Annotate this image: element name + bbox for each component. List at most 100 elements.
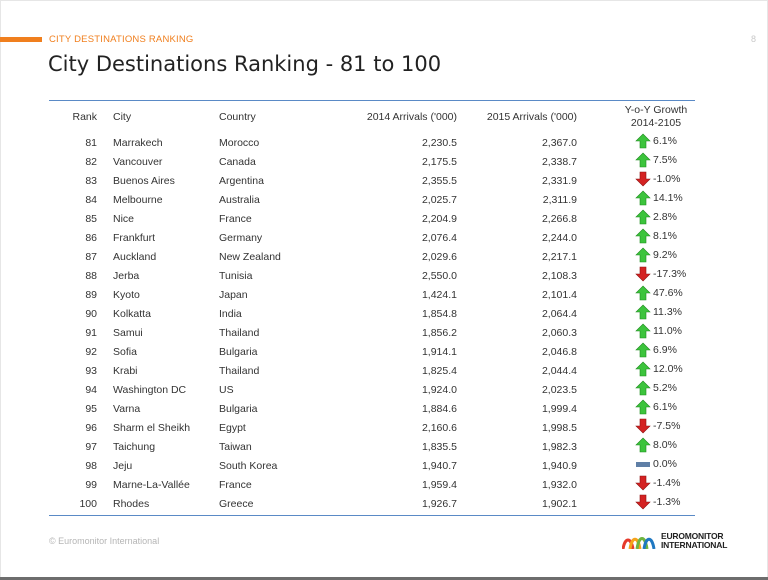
arrivals-2015-cell: 2,338.7: [541, 155, 577, 168]
city-cell: Vancouver: [113, 155, 163, 168]
city-cell: Rhodes: [113, 497, 150, 510]
growth-cell: -1.0%: [577, 171, 695, 190]
arrivals-2015-cell: 2,331.9: [541, 174, 577, 187]
growth-cell: 9.2%: [577, 247, 695, 266]
arrivals-2015-cell: 2,311.9: [542, 193, 577, 206]
arrivals-2014-cell: 2,025.7: [421, 193, 457, 206]
bottom-border: [0, 577, 768, 580]
growth-value: 0.0%: [653, 458, 677, 470]
city-cell: Kolkatta: [113, 307, 151, 320]
arrow-down-icon: [635, 418, 651, 434]
rank-cell: 92: [85, 345, 97, 358]
growth-value: 5.2%: [653, 382, 677, 394]
growth-indicator: 5.2%: [635, 380, 677, 396]
growth-cell: -17.3%: [577, 266, 695, 285]
growth-indicator: 47.6%: [635, 285, 683, 301]
table-body: 81 Marrakech Morocco 2,230.5 2,367.0 6.1% 82 Va…: [49, 133, 695, 513]
logo-arches-icon: [622, 536, 656, 549]
growth-cell: -7.5%: [577, 418, 695, 437]
growth-indicator: 8.0%: [635, 437, 677, 453]
growth-value: -7.5%: [653, 420, 681, 432]
growth-value: 6.9%: [653, 344, 677, 356]
country-cell: Argentina: [219, 174, 264, 187]
col-header-2015-arrivals: 2015 Arrivals ('000): [486, 111, 577, 123]
growth-cell: 7.5%: [577, 152, 695, 171]
growth-indicator: 14.1%: [635, 190, 683, 206]
growth-cell: 12.0%: [577, 361, 695, 380]
growth-indicator: 11.3%: [635, 304, 682, 320]
arrivals-2015-cell: 2,266.8: [541, 212, 577, 225]
city-cell: Sharm el Sheikh: [113, 421, 191, 434]
arrow-down-icon: [635, 494, 651, 510]
city-cell: Varna: [113, 402, 141, 415]
logo-text-line1: EUROMONITOR: [661, 531, 724, 541]
growth-indicator: 6.1%: [635, 133, 677, 149]
arrow-up-icon: [635, 323, 651, 339]
col-header-city: City: [113, 111, 132, 123]
city-cell: Marrakech: [113, 136, 163, 149]
logo-text-line2: INTERNATIONAL: [661, 539, 728, 550]
arrivals-2014-cell: 1,914.1: [421, 345, 457, 358]
growth-value: -17.3%: [653, 268, 687, 280]
col-header-2014-arrivals: 2014 Arrivals ('000): [366, 111, 457, 123]
growth-cell: -1.4%: [577, 475, 695, 494]
city-cell: Nice: [113, 212, 135, 225]
growth-indicator: 6.9%: [635, 342, 677, 358]
growth-indicator: 8.1%: [635, 228, 677, 244]
arrivals-2014-cell: 2,175.5: [421, 155, 457, 168]
arrivals-2014-cell: 1,835.5: [421, 440, 457, 453]
growth-value: 6.1%: [653, 135, 677, 147]
rank-cell: 94: [85, 383, 97, 396]
city-cell: Krabi: [113, 364, 138, 377]
rank-cell: 99: [85, 478, 97, 491]
arrivals-2014-cell: 2,355.5: [421, 174, 457, 187]
arrow-up-icon: [635, 361, 651, 377]
arrivals-2015-cell: 2,244.0: [541, 231, 577, 244]
rank-cell: 81: [85, 136, 97, 149]
growth-cell: 8.1%: [577, 228, 695, 247]
growth-value: 2.8%: [653, 211, 677, 223]
arrivals-2014-cell: 2,076.4: [421, 231, 457, 244]
table-row: 98 Jeju South Korea 1,940.7 1,940.9 0.0%: [49, 456, 695, 475]
arrow-down-icon: [635, 475, 651, 491]
growth-cell: -1.3%: [577, 494, 695, 513]
table-row: 84 Melbourne Australia 2,025.7 2,311.9 14.1%: [49, 190, 695, 209]
country-cell: Thailand: [219, 364, 260, 377]
arrivals-2015-cell: 1,932.0: [541, 478, 577, 491]
rank-cell: 95: [85, 402, 97, 415]
rank-cell: 83: [85, 174, 97, 187]
country-cell: Japan: [219, 288, 248, 301]
rank-cell: 98: [85, 459, 97, 472]
table-row: 97 Taichung Taiwan 1,835.5 1,982.3 8.0%: [49, 437, 695, 456]
euromonitor-logo: EUROMONITOR INTERNATIONAL: [622, 532, 727, 549]
growth-indicator: 0.0%: [635, 456, 677, 472]
growth-cell: 11.0%: [577, 323, 695, 342]
table-row: 100 Rhodes Greece 1,926.7 1,902.1 -1.3%: [49, 494, 695, 513]
arrow-up-icon: [635, 342, 651, 358]
arrivals-2014-cell: 2,204.9: [421, 212, 457, 225]
growth-value: 8.1%: [653, 230, 677, 242]
country-cell: France: [219, 212, 252, 225]
footer-copyright: © Euromonitor International: [49, 536, 160, 546]
growth-indicator: 2.8%: [635, 209, 677, 225]
arrivals-2014-cell: 1,884.6: [421, 402, 457, 415]
table-row: 90 Kolkatta India 1,854.8 2,064.4 11.3%: [49, 304, 695, 323]
city-cell: Taichung: [113, 440, 156, 453]
arrow-down-icon: [635, 171, 651, 187]
table-row: 96 Sharm el Sheikh Egypt 2,160.6 1,998.5 -7.5…: [49, 418, 695, 437]
country-cell: Thailand: [219, 326, 260, 339]
arrivals-2015-cell: 2,367.0: [541, 136, 577, 149]
country-cell: India: [219, 307, 242, 320]
arrivals-2014-cell: 2,550.0: [421, 269, 457, 282]
growth-value: 11.3%: [653, 306, 682, 318]
growth-cell: 5.2%: [577, 380, 695, 399]
arrow-up-icon: [635, 399, 651, 415]
table-row: 87 Auckland New Zealand 2,029.6 2,217.1 9.2%: [49, 247, 695, 266]
arrow-up-icon: [635, 380, 651, 396]
arrivals-2015-cell: 1,999.4: [541, 402, 577, 415]
growth-cell: 6.1%: [577, 133, 695, 152]
city-cell: Buenos Aires: [113, 174, 175, 187]
rank-cell: 87: [85, 250, 97, 263]
growth-value: 14.1%: [653, 192, 683, 204]
table-row: 88 Jerba Tunisia 2,550.0 2,108.3 -17.3%: [49, 266, 695, 285]
